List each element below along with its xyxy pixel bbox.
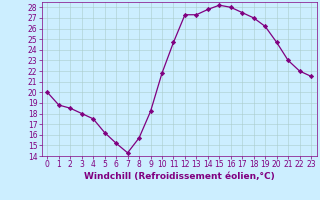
- X-axis label: Windchill (Refroidissement éolien,°C): Windchill (Refroidissement éolien,°C): [84, 172, 275, 181]
